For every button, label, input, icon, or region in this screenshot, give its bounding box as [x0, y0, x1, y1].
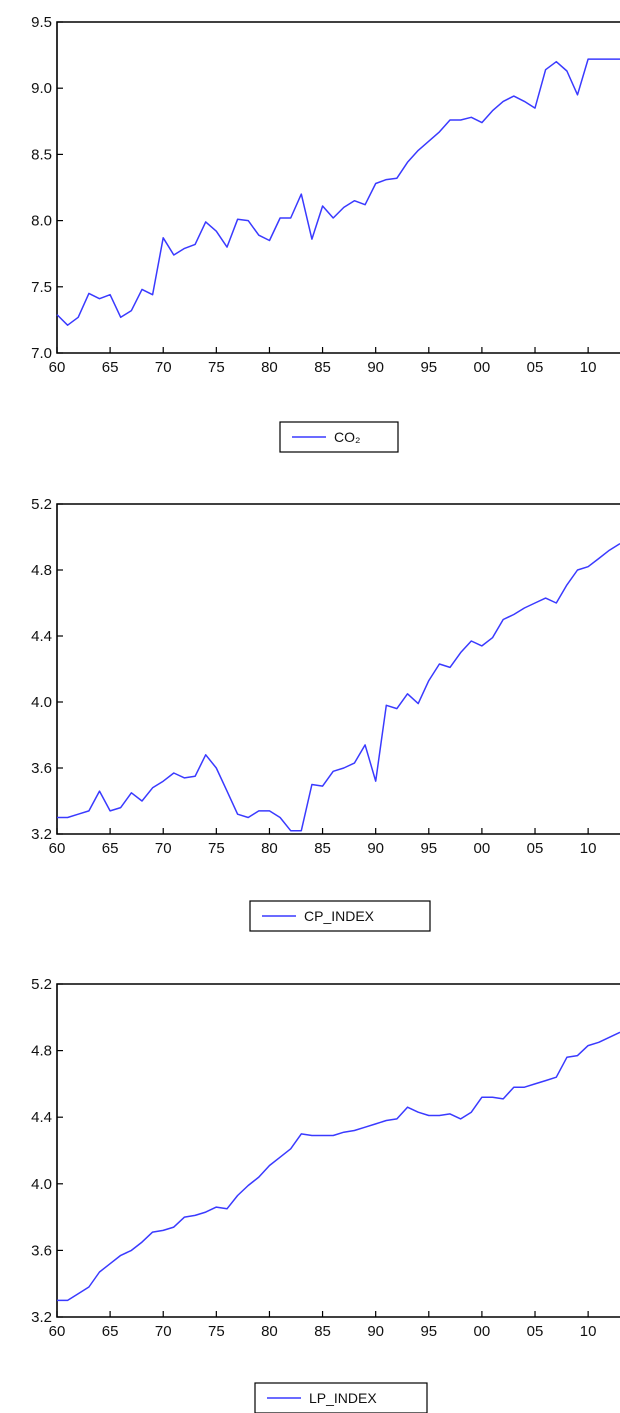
- y-tick-label: 3.6: [31, 760, 52, 777]
- y-tick-label: 7.0: [31, 345, 52, 362]
- chart-panel-2: 3.2 3.6 4.0 4.4 4.8 5.2 60 65 70 75 80 85 90 95 00 05 10…: [31, 496, 620, 932]
- y-tick-label: 4.0: [31, 694, 52, 711]
- x-tick-label: 00: [474, 840, 491, 857]
- x-tick-label: 10: [580, 359, 597, 376]
- legend: LP_INDEX: [254, 1382, 428, 1413]
- x-tick-label: 85: [314, 840, 331, 857]
- x-tick-label: 10: [580, 1323, 597, 1340]
- y-tick-label: 5.2: [31, 976, 52, 993]
- y-tick-label: 7.5: [31, 279, 52, 296]
- x-tick-label: 75: [208, 1323, 225, 1340]
- legend-label: CO₂: [334, 429, 360, 445]
- legend-label: CP_INDEX: [304, 908, 375, 924]
- chart-panel-1: 7.0 7.5 8.0 8.5 9.0 9.5 60 65 70 75 80 85 90 95 00 05 10…: [31, 14, 620, 453]
- plot-frame: [56, 21, 620, 354]
- y-tick-label: 4.8: [31, 562, 52, 579]
- x-tick-label: 65: [102, 840, 119, 857]
- y-tick-label: 4.8: [31, 1043, 52, 1060]
- series-line-3-1: [57, 1031, 620, 1302]
- x-tick-label: 80: [261, 359, 278, 376]
- plot-frame: [56, 983, 620, 1318]
- legend-label: LP_INDEX: [309, 1390, 377, 1406]
- legend-box: [279, 421, 399, 453]
- legend: CP_INDEX: [249, 900, 431, 932]
- x-tick-label: 80: [261, 840, 278, 857]
- x-tick-label: 90: [367, 359, 384, 376]
- x-tick-label: 70: [155, 1323, 172, 1340]
- x-tick-label: 60: [49, 1323, 66, 1340]
- y-tick-label: 4.4: [31, 628, 52, 645]
- x-tick-label: 85: [314, 359, 331, 376]
- y-tick-label: 4.0: [31, 1176, 52, 1193]
- plot-frame: [56, 503, 620, 835]
- x-tick-label: 60: [49, 359, 66, 376]
- y-tick-label: 9.5: [31, 14, 52, 31]
- y-tick-label: 3.2: [31, 826, 52, 843]
- x-tick-label: 00: [474, 359, 491, 376]
- y-tick-label: 3.2: [31, 1309, 52, 1326]
- x-tick-label: 75: [208, 359, 225, 376]
- y-tick-label: 8.5: [31, 146, 52, 163]
- x-tick-label: 65: [102, 359, 119, 376]
- x-tick-label: 05: [527, 1323, 544, 1340]
- chart-panel-3: 3.2 3.6 4.0 4.4 4.8 5.2 60 65 70 75 80 85 90 95 00 05 10…: [31, 976, 620, 1413]
- series-line-2-1: [57, 542, 620, 832]
- x-tick-label: 05: [527, 359, 544, 376]
- x-tick-label: 90: [367, 840, 384, 857]
- x-tick-label: 75: [208, 840, 225, 857]
- x-tick-label: 95: [420, 359, 437, 376]
- x-tick-label: 00: [474, 1323, 491, 1340]
- x-tick-label: 95: [420, 1323, 437, 1340]
- x-tick-label: 70: [155, 840, 172, 857]
- y-tick-label: 5.2: [31, 496, 52, 513]
- x-tick-label: 95: [420, 840, 437, 857]
- y-tick-label: 3.6: [31, 1242, 52, 1259]
- x-tick-label: 80: [261, 1323, 278, 1340]
- x-tick-label: 65: [102, 1323, 119, 1340]
- x-tick-label: 05: [527, 840, 544, 857]
- y-tick-label: 8.0: [31, 213, 52, 230]
- x-tick-label: 70: [155, 359, 172, 376]
- series-line-1-1: [56, 58, 620, 326]
- legend: CO₂: [279, 421, 399, 453]
- x-tick-label: 85: [314, 1323, 331, 1340]
- x-tick-label: 90: [367, 1323, 384, 1340]
- y-tick-label: 9.0: [31, 80, 52, 97]
- x-tick-label: 60: [49, 840, 66, 857]
- x-tick-label: 10: [580, 840, 597, 857]
- y-tick-label: 4.4: [31, 1109, 52, 1126]
